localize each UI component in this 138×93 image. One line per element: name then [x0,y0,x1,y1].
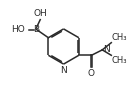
Text: N: N [60,66,67,75]
Text: CH₃: CH₃ [112,33,127,42]
Text: O: O [88,69,95,78]
Text: N: N [103,45,110,54]
Text: OH: OH [33,9,47,18]
Text: CH₃: CH₃ [112,56,127,65]
Text: HO: HO [11,25,25,34]
Text: B: B [34,25,40,34]
